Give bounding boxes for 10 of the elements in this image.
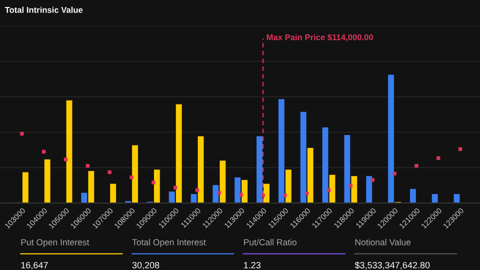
text: Put/Call Ratio	[244, 238, 296, 246]
chart-title: Total Intrinsic Value	[4, 6, 83, 13]
ref-line-label: Max Pain Price $114,000.00	[266, 34, 373, 42]
text: $3,533,347,642.80	[354, 262, 430, 270]
text: Put Open Interest	[21, 239, 90, 248]
text: Total Open Interest	[132, 238, 206, 248]
text: 1.23	[244, 262, 261, 268]
text: 30,208	[132, 262, 160, 270]
text: 16,647	[21, 262, 48, 270]
text: Notional Value	[355, 238, 411, 246]
